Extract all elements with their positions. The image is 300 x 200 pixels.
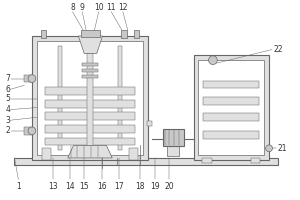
Bar: [198, 60, 264, 155]
Bar: [147, 121, 152, 126]
Ellipse shape: [28, 127, 36, 135]
Bar: [14, 158, 278, 165]
Text: 7: 7: [6, 74, 10, 83]
Text: 4: 4: [6, 105, 10, 114]
Text: 9: 9: [80, 3, 85, 12]
Bar: [45, 100, 134, 108]
Text: 19: 19: [150, 182, 160, 191]
Bar: [32, 36, 148, 160]
Text: 20: 20: [164, 182, 174, 191]
Text: 16: 16: [97, 182, 106, 191]
Text: 17: 17: [114, 182, 124, 191]
Bar: [37, 41, 143, 155]
Text: 12: 12: [118, 3, 128, 12]
Bar: [45, 138, 134, 145]
Text: 14: 14: [65, 182, 74, 191]
Bar: [24, 127, 32, 135]
Text: 22: 22: [274, 45, 284, 54]
Bar: [45, 112, 134, 120]
Bar: [45, 87, 134, 95]
Bar: [163, 129, 184, 146]
Bar: [202, 158, 212, 163]
Bar: [129, 148, 138, 160]
Bar: [194, 55, 269, 160]
Ellipse shape: [28, 75, 36, 82]
Text: 5: 5: [6, 94, 10, 103]
Bar: [81, 30, 100, 37]
Text: 10: 10: [94, 3, 104, 12]
Bar: [203, 81, 260, 88]
Bar: [134, 30, 140, 38]
Text: 18: 18: [136, 182, 145, 191]
Bar: [203, 131, 260, 139]
Ellipse shape: [266, 145, 272, 152]
Bar: [118, 46, 122, 150]
Ellipse shape: [208, 56, 217, 65]
Bar: [82, 69, 98, 72]
Bar: [45, 125, 134, 133]
Text: 11: 11: [106, 3, 116, 12]
Bar: [58, 46, 62, 150]
Bar: [24, 75, 32, 82]
Bar: [167, 146, 179, 156]
Polygon shape: [68, 145, 112, 158]
Text: 8: 8: [70, 3, 75, 12]
Text: 2: 2: [6, 126, 10, 135]
Text: 15: 15: [80, 182, 89, 191]
Bar: [121, 30, 127, 38]
Bar: [87, 53, 93, 150]
Text: 6: 6: [6, 85, 10, 94]
Bar: [251, 158, 260, 163]
Text: 3: 3: [6, 116, 10, 125]
Bar: [42, 148, 51, 160]
Text: 21: 21: [278, 144, 287, 153]
Text: 1: 1: [16, 182, 21, 191]
Text: 13: 13: [48, 182, 58, 191]
Polygon shape: [78, 36, 103, 53]
Bar: [82, 63, 98, 66]
Bar: [203, 97, 260, 105]
Bar: [82, 75, 98, 78]
Bar: [40, 30, 46, 38]
Bar: [203, 113, 260, 121]
